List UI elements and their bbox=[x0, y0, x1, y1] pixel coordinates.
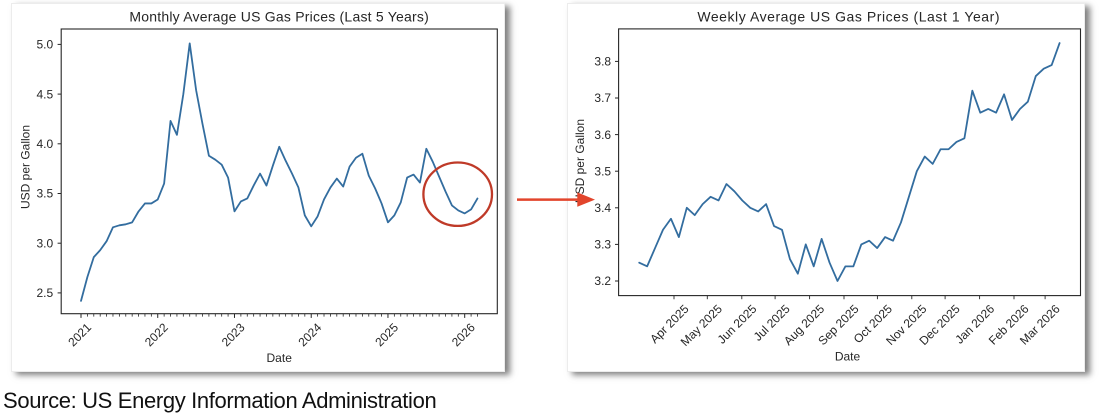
svg-text:2021: 2021 bbox=[65, 320, 94, 349]
svg-text:3.2: 3.2 bbox=[594, 274, 611, 288]
svg-text:4.5: 4.5 bbox=[37, 87, 54, 101]
svg-text:2025: 2025 bbox=[372, 320, 401, 349]
svg-text:3.3: 3.3 bbox=[594, 238, 611, 252]
svg-text:2026: 2026 bbox=[449, 320, 478, 349]
svg-text:Date: Date bbox=[267, 351, 293, 365]
svg-text:3.6: 3.6 bbox=[594, 128, 611, 142]
svg-text:USD per Gallon: USD per Gallon bbox=[573, 119, 587, 203]
svg-text:3.5: 3.5 bbox=[594, 164, 611, 178]
svg-text:Weekly Average US Gas Prices (: Weekly Average US Gas Prices (Last 1 Yea… bbox=[697, 9, 1000, 25]
svg-text:2022: 2022 bbox=[142, 320, 171, 349]
svg-text:2.5: 2.5 bbox=[37, 286, 54, 300]
svg-text:Date: Date bbox=[835, 350, 861, 364]
svg-text:3.0: 3.0 bbox=[37, 236, 54, 250]
svg-text:4.0: 4.0 bbox=[37, 137, 54, 151]
svg-text:5.0: 5.0 bbox=[37, 38, 54, 52]
svg-text:2023: 2023 bbox=[219, 320, 248, 349]
svg-text:3.4: 3.4 bbox=[594, 201, 611, 215]
svg-text:3.7: 3.7 bbox=[594, 91, 611, 105]
svg-text:3.8: 3.8 bbox=[594, 55, 611, 69]
svg-text:3.5: 3.5 bbox=[37, 187, 54, 201]
svg-text:2024: 2024 bbox=[296, 320, 325, 349]
svg-text:USD per Gallon: USD per Gallon bbox=[19, 125, 33, 209]
svg-text:Monthly Average US Gas Prices: Monthly Average US Gas Prices (Last 5 Ye… bbox=[129, 9, 429, 25]
